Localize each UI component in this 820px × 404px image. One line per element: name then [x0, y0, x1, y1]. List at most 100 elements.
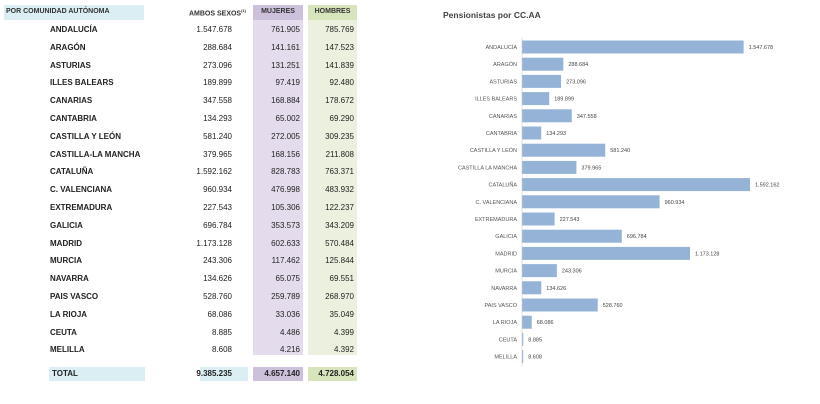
bar-chart: ANDALUCÍA 1.547.678 ARAGÓN 288.684 ASTURIAS 2…	[458, 38, 779, 366]
category-label: MURCIA	[495, 269, 517, 275]
women-cell: 65.075	[275, 274, 300, 284]
both-sexes-cell: 273.096	[203, 60, 232, 70]
women-column-bg	[253, 5, 303, 355]
category-label: ILLES BALEARS	[475, 97, 517, 103]
women-header-bg	[253, 5, 303, 20]
category-label: ANDALUCÍA	[486, 44, 518, 51]
data-label: 1.547.678	[749, 45, 773, 51]
men-cell: 141.839	[325, 60, 354, 70]
bar	[522, 160, 577, 174]
women-cell: 353.573	[271, 220, 300, 230]
category-label: CASTILLA Y LEÓN	[470, 147, 517, 154]
data-label: 528.760	[603, 303, 623, 309]
women-cell: 272.005	[271, 131, 300, 141]
men-cell: 4.399	[333, 327, 354, 337]
men-cell: 125.844	[325, 256, 354, 266]
women-cell: 4.486	[279, 327, 300, 337]
total-women: 4.657.140	[264, 369, 300, 378]
region-cell: CEUTA	[50, 327, 77, 337]
data-label: 347.558	[577, 114, 597, 120]
men-cell: 35.049	[329, 309, 354, 319]
data-label: 1.173.128	[695, 251, 719, 257]
region-cell: GALICIA	[50, 220, 83, 230]
data-label: 581.240	[610, 148, 630, 154]
women-cell: 65.002	[275, 114, 300, 123]
data-label: 68.086	[537, 320, 554, 326]
bar	[522, 332, 524, 346]
bar	[522, 281, 542, 295]
total-both-bg	[200, 367, 248, 381]
bar	[522, 315, 532, 329]
bar	[522, 57, 564, 71]
region-cell: ILLES BALEARS	[50, 78, 114, 88]
category-label: PAIS VASCO	[484, 303, 517, 309]
region-cell: C. VALENCIANA	[50, 185, 113, 195]
category-label: ARAGÓN	[493, 61, 517, 68]
data-label: 1.592.162	[755, 183, 779, 189]
both-sexes-cell: 68.086	[207, 309, 232, 319]
both-sexes-cell: 1.592.162	[196, 167, 232, 177]
total-label-bg	[49, 367, 145, 381]
data-label: 273.096	[566, 79, 586, 85]
bar	[522, 264, 557, 278]
men-cell: 147.523	[325, 42, 354, 52]
both-sexes-cell: 379.965	[203, 149, 232, 159]
both-sexes-header-text: AMBOS SEXOS	[188, 10, 242, 18]
region-cell: ARAGÓN	[50, 42, 86, 52]
category-label: CASTILLA LA MANCHA	[458, 165, 517, 171]
data-label: 960.934	[665, 200, 685, 206]
women-cell: 131.251	[271, 60, 300, 70]
men-column-bg	[308, 5, 357, 355]
data-label: 189.899	[554, 97, 574, 103]
men-cell: 309.235	[325, 131, 354, 141]
bar	[522, 195, 660, 209]
data-label: 243.306	[562, 269, 582, 275]
bar	[522, 298, 598, 312]
category-label: C. VALENCIANA	[476, 200, 518, 206]
category-label: MADRID	[495, 251, 517, 257]
bar	[522, 143, 606, 157]
women-cell: 141.161	[271, 42, 300, 52]
men-cell: 69.290	[329, 114, 354, 123]
men-cell: 483.932	[325, 185, 354, 195]
women-cell: 602.633	[271, 238, 300, 248]
category-label: ASTURIAS	[489, 79, 517, 85]
men-cell: 178.672	[325, 96, 354, 106]
region-cell: LA RIOJA	[50, 309, 88, 319]
region-cell: PAIS VASCO	[50, 292, 99, 301]
bar	[522, 229, 622, 243]
bar	[522, 126, 542, 140]
both-sexes-header: AMBOS SEXOS(1)	[150, 8, 246, 17]
women-cell: 476.998	[271, 185, 300, 195]
bar	[522, 178, 750, 192]
data-label: 696.784	[627, 234, 647, 240]
data-label: 8.608	[528, 355, 542, 361]
women-cell: 168.156	[271, 149, 300, 159]
category-label: CATALUÑA	[488, 182, 517, 189]
women-cell: 761.905	[271, 25, 300, 34]
both-sexes-cell: 288.684	[203, 42, 232, 52]
total-men-bg	[308, 367, 357, 381]
bar	[522, 246, 690, 260]
region-header: POR COMUNIDAD AUTÓNOMA	[6, 8, 110, 15]
men-cell: 92.480	[329, 78, 354, 88]
men-header: HOMBRES	[314, 8, 351, 15]
region-cell: CASTILLA-LA MANCHA	[50, 149, 141, 159]
region-cell: MURCIA	[50, 256, 82, 266]
both-sexes-cell: 8.608	[211, 345, 232, 355]
bar	[522, 109, 572, 123]
category-label: MELILLA	[494, 355, 517, 361]
women-header: MUJERES	[261, 8, 295, 15]
both-sexes-cell: 1.173.128	[196, 238, 232, 248]
region-cell: MELILLA	[50, 345, 85, 355]
both-sexes-cell: 581.240	[203, 131, 232, 141]
region-cell: EXTREMADURA	[50, 203, 113, 212]
region-cell: NAVARRA	[50, 274, 89, 284]
category-label: CEUTA	[499, 337, 518, 343]
category-label: LA RIOJA	[493, 320, 517, 326]
men-cell: 785.769	[325, 25, 354, 34]
data-label: 288.684	[568, 62, 588, 68]
men-header-bg	[308, 5, 357, 20]
region-cell: MADRID	[50, 238, 82, 248]
total-men: 4.728.054	[318, 369, 354, 378]
